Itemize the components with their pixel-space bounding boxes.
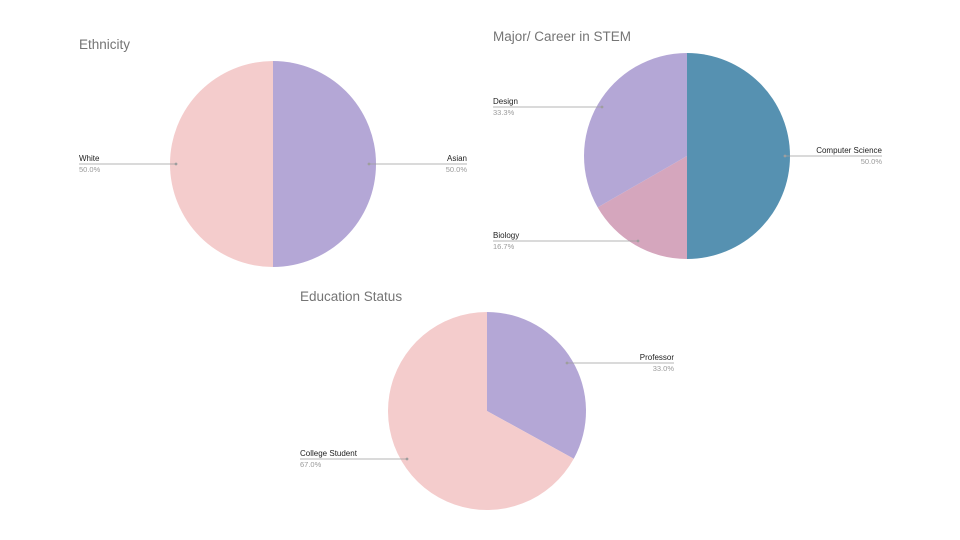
ethnicity-chart: Ethnicity Asian 50.0% White 50.0% (79, 37, 467, 267)
leader-dot-design (600, 105, 604, 109)
slice-value-white: 50.0% (79, 165, 101, 174)
leader-dot-computer-science (783, 154, 787, 158)
slice-value-professor: 33.0% (653, 364, 675, 373)
stem-slices (584, 53, 790, 259)
pie-slice-professor (487, 312, 586, 459)
slice-label-college-student: College Student (300, 449, 358, 458)
pie-slice-biology (597, 156, 687, 259)
slice-label-professor: Professor (640, 353, 675, 362)
slice-value-computer-science: 50.0% (861, 157, 883, 166)
chart-title: Ethnicity (79, 37, 130, 52)
chart-title: Education Status (300, 289, 402, 304)
chart-title: Major/ Career in STEM (493, 29, 631, 44)
pie-slice-asian (273, 61, 376, 267)
slice-label-white: White (79, 154, 100, 163)
slice-label-asian: Asian (447, 154, 467, 163)
leader-dot-professor (565, 361, 569, 365)
slice-label-computer-science: Computer Science (816, 146, 882, 155)
pie-slice-design (584, 53, 687, 208)
education-slices (387, 312, 586, 511)
slice-value-biology: 16.7% (493, 242, 515, 251)
slice-value-asian: 50.0% (446, 165, 468, 174)
pie-slice-white (170, 61, 273, 267)
leader-dot-asian (367, 162, 371, 166)
slice-value-college-student: 67.0% (300, 460, 322, 469)
slice-value-design: 33.3% (493, 108, 515, 117)
leader-dot-white (174, 162, 178, 166)
slice-label-design: Design (493, 97, 518, 106)
slice-label-biology: Biology (493, 231, 519, 240)
pie-slice-college-student (387, 312, 574, 511)
leader-dot-biology (636, 239, 640, 243)
stem-chart: Major/ Career in STEM Computer Science 5… (493, 29, 883, 259)
leader-dot-college-student (405, 457, 409, 461)
pie-slice-computer-science (687, 53, 790, 259)
education-chart: Education Status Professor 33.0% College… (300, 289, 675, 511)
ethnicity-slices (170, 61, 376, 267)
